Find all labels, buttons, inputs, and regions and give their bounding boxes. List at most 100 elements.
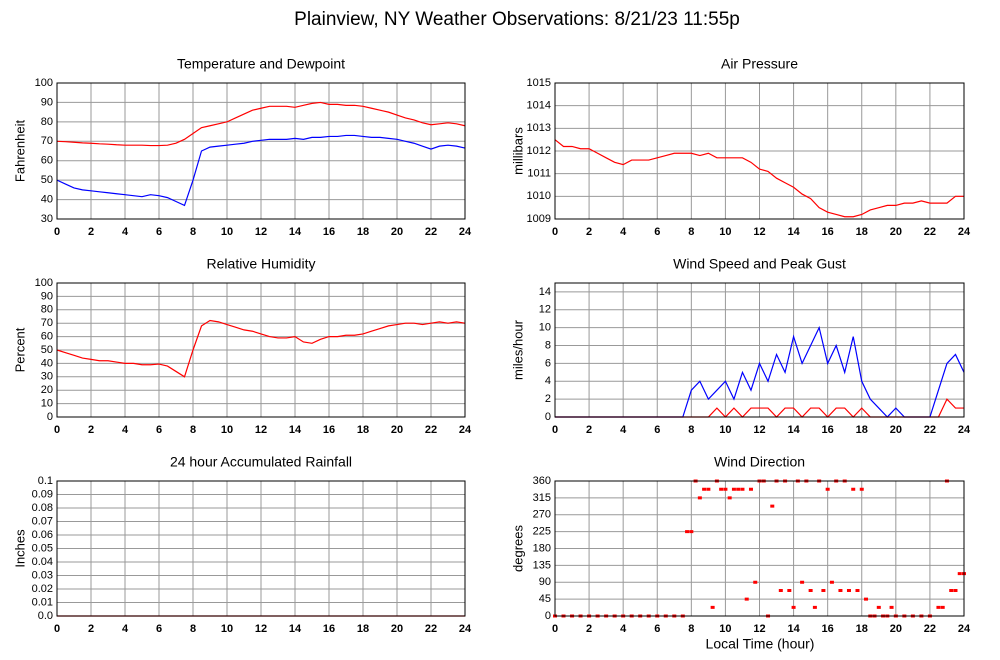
- y-tick-label: 60: [41, 331, 53, 343]
- y-tick-label: 60: [41, 155, 53, 167]
- x-tick-label: 6: [156, 623, 162, 635]
- y-axis-label: Inches: [12, 529, 27, 568]
- data-line: [56, 101, 466, 147]
- y-tick-label: 6: [545, 357, 551, 369]
- y-axis-label: degrees: [510, 525, 525, 572]
- x-tick-label: 22: [425, 424, 437, 436]
- y-tick-label: 360: [533, 475, 551, 487]
- y-tick-label: 1014: [527, 100, 551, 112]
- x-tick-label: 16: [822, 623, 834, 635]
- x-tick-label: 14: [787, 226, 800, 238]
- data-point: [821, 589, 826, 592]
- y-tick-label: 0.07: [32, 515, 53, 527]
- data-point: [859, 487, 864, 491]
- data-point: [953, 589, 958, 592]
- y-tick-label: 0.09: [32, 488, 53, 500]
- data-point: [770, 504, 775, 508]
- x-tick-label: 10: [719, 623, 731, 635]
- x-tick-label: 8: [190, 424, 196, 436]
- x-tick-label: 22: [924, 623, 936, 635]
- chart-title: 24 hour Accumulated Rainfall: [170, 454, 352, 470]
- y-tick-label: 0.1: [38, 475, 53, 487]
- x-tick-label: 2: [88, 623, 94, 635]
- x-tick-label: 4: [620, 226, 627, 238]
- x-tick-label: 12: [753, 623, 765, 635]
- plot-frame: [554, 480, 965, 617]
- y-tick-label: 0.06: [32, 529, 53, 541]
- y-tick-label: 40: [41, 357, 53, 369]
- data-point: [855, 589, 860, 592]
- figure-title: Plainview, NY Weather Observations: 8/21…: [294, 9, 740, 30]
- chart-title: Relative Humidity: [207, 256, 316, 272]
- y-tick-label: 0: [545, 610, 551, 622]
- data-point: [791, 605, 796, 609]
- data-point: [936, 605, 941, 609]
- data-point: [710, 605, 715, 609]
- plot-frame: [554, 282, 965, 418]
- y-tick-label: 40: [41, 193, 53, 205]
- x-tick-label: 12: [255, 424, 267, 436]
- x-tick-label: 20: [391, 424, 403, 436]
- x-tick-label: 8: [688, 226, 694, 238]
- data-point: [748, 487, 753, 491]
- x-tick-label: 20: [391, 226, 403, 238]
- x-tick-label: 22: [924, 226, 936, 238]
- data-line: [56, 134, 466, 207]
- data-point: [736, 487, 741, 491]
- y-tick-label: 8: [545, 339, 551, 351]
- data-point: [949, 589, 954, 592]
- y-tick-label: 1015: [527, 77, 551, 89]
- plot-frame: [56, 480, 466, 617]
- x-axis-label: Local Time (hour): [706, 636, 815, 652]
- x-tick-label: 6: [654, 226, 660, 238]
- x-tick-label: 14: [289, 226, 302, 238]
- x-tick-label: 2: [88, 226, 94, 238]
- data-point: [753, 580, 758, 584]
- data-point: [800, 580, 805, 584]
- y-tick-label: 135: [533, 559, 551, 571]
- y-tick-label: 1013: [527, 122, 551, 134]
- y-tick-label: 180: [533, 542, 551, 554]
- data-point: [744, 597, 749, 601]
- x-tick-label: 20: [890, 623, 902, 635]
- y-tick-label: 90: [41, 96, 53, 108]
- data-point: [787, 589, 792, 592]
- y-tick-label: 30: [41, 371, 53, 383]
- x-tick-label: 2: [88, 424, 94, 436]
- y-tick-label: 315: [533, 492, 551, 504]
- chart-title: Air Pressure: [721, 56, 798, 72]
- y-tick-label: 4: [545, 375, 551, 387]
- x-tick-label: 16: [822, 226, 834, 238]
- y-axis-label: millibars: [510, 127, 525, 175]
- x-tick-label: 22: [924, 424, 936, 436]
- y-axis-label: Fahrenheit: [12, 120, 27, 183]
- data-point: [727, 496, 732, 500]
- x-tick-label: 4: [620, 424, 627, 436]
- y-tick-label: 50: [41, 344, 53, 356]
- y-tick-label: 0.02: [32, 583, 53, 595]
- data-point: [864, 597, 869, 601]
- x-tick-label: 2: [586, 424, 592, 436]
- x-tick-label: 6: [156, 424, 162, 436]
- x-tick-label: 16: [323, 623, 335, 635]
- data-point: [706, 487, 711, 491]
- data-point: [702, 487, 707, 491]
- x-tick-label: 6: [654, 424, 660, 436]
- x-tick-label: 12: [255, 623, 267, 635]
- y-tick-label: 10: [539, 322, 551, 334]
- x-tick-label: 16: [822, 424, 834, 436]
- x-tick-label: 10: [719, 226, 731, 238]
- y-tick-label: 1011: [527, 168, 551, 180]
- x-tick-label: 6: [654, 623, 660, 635]
- x-tick-label: 18: [357, 226, 369, 238]
- x-tick-label: 14: [289, 623, 302, 635]
- data-point: [740, 487, 745, 491]
- x-tick-label: 2: [586, 226, 592, 238]
- data-point: [851, 487, 856, 491]
- x-tick-label: 18: [856, 226, 868, 238]
- x-tick-label: 18: [856, 623, 868, 635]
- x-tick-label: 0: [54, 424, 60, 436]
- y-tick-label: 80: [41, 116, 53, 128]
- x-tick-label: 2: [586, 623, 592, 635]
